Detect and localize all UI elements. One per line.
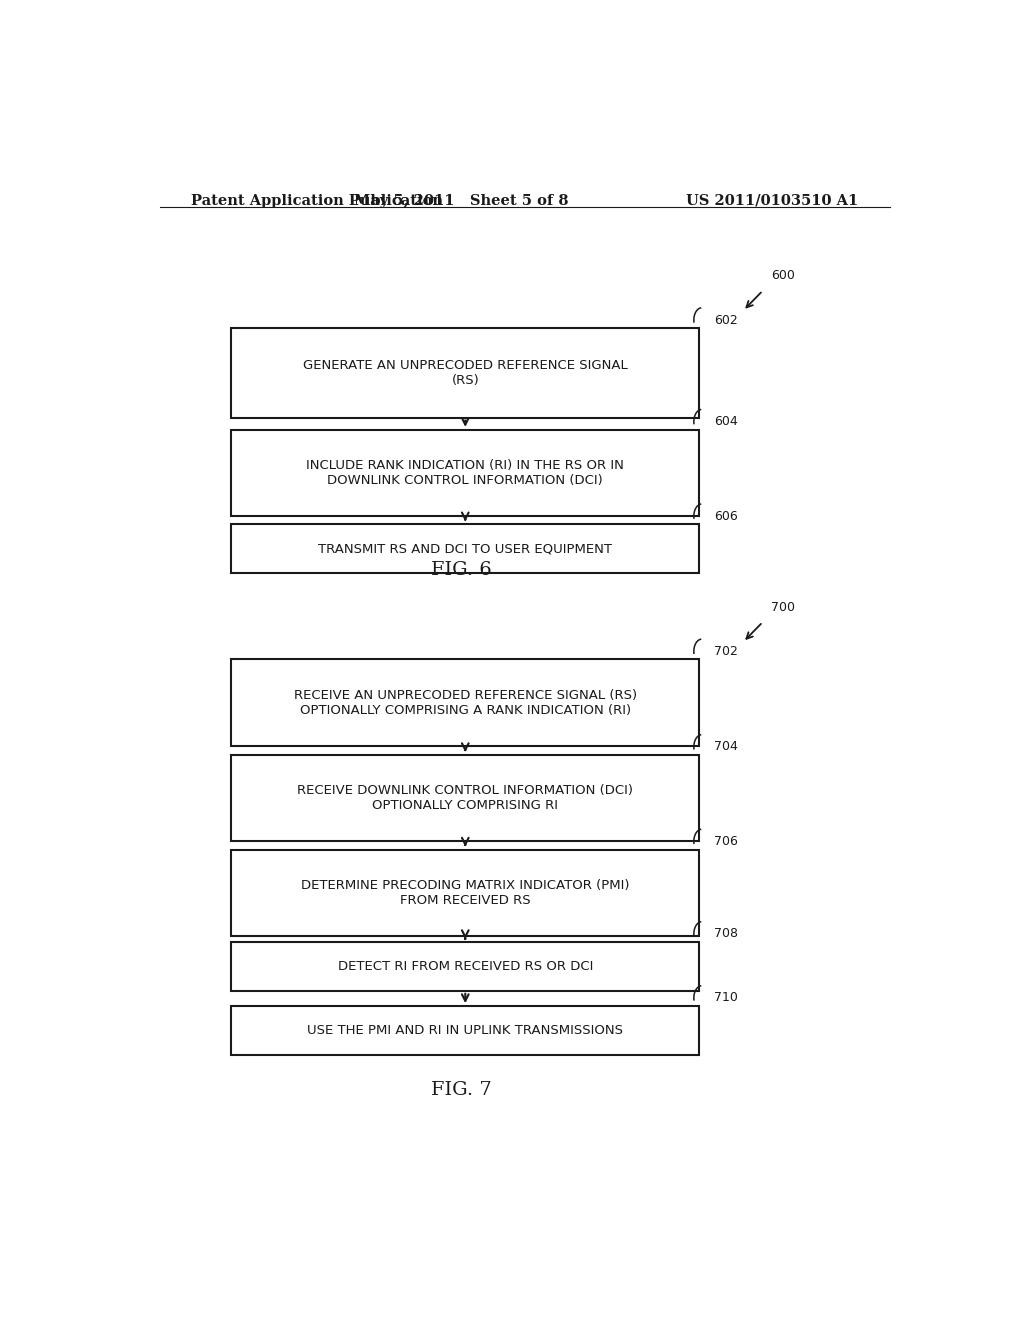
Text: INCLUDE RANK INDICATION (RI) IN THE RS OR IN
DOWNLINK CONTROL INFORMATION (DCI): INCLUDE RANK INDICATION (RI) IN THE RS O…	[306, 459, 625, 487]
Text: US 2011/0103510 A1: US 2011/0103510 A1	[686, 194, 858, 209]
Text: DETECT RI FROM RECEIVED RS OR DCI: DETECT RI FROM RECEIVED RS OR DCI	[338, 960, 593, 973]
Text: May 5, 2011   Sheet 5 of 8: May 5, 2011 Sheet 5 of 8	[354, 194, 568, 209]
Bar	[231, 942, 699, 991]
Text: USE THE PMI AND RI IN UPLINK TRANSMISSIONS: USE THE PMI AND RI IN UPLINK TRANSMISSIO…	[307, 1024, 624, 1038]
Text: Patent Application Publication: Patent Application Publication	[191, 194, 443, 209]
Text: DETERMINE PRECODING MATRIX INDICATOR (PMI)
FROM RECEIVED RS: DETERMINE PRECODING MATRIX INDICATOR (PM…	[301, 879, 630, 907]
Text: GENERATE AN UNPRECODED REFERENCE SIGNAL
(RS): GENERATE AN UNPRECODED REFERENCE SIGNAL …	[303, 359, 628, 387]
Text: TRANSMIT RS AND DCI TO USER EQUIPMENT: TRANSMIT RS AND DCI TO USER EQUIPMENT	[318, 543, 612, 556]
Bar	[231, 660, 699, 746]
Bar	[231, 329, 699, 417]
Text: 600: 600	[771, 269, 795, 282]
Text: 700: 700	[771, 601, 795, 614]
Bar	[231, 755, 699, 841]
Text: 606: 606	[714, 510, 737, 523]
Text: 706: 706	[714, 836, 737, 847]
Text: 602: 602	[714, 314, 737, 326]
Text: 702: 702	[714, 645, 737, 657]
Text: FIG. 7: FIG. 7	[431, 1081, 492, 1100]
Bar	[231, 850, 699, 936]
Text: RECEIVE DOWNLINK CONTROL INFORMATION (DCI)
OPTIONALLY COMPRISING RI: RECEIVE DOWNLINK CONTROL INFORMATION (DC…	[297, 784, 633, 812]
Bar	[231, 1006, 699, 1055]
Text: 710: 710	[714, 991, 737, 1005]
Text: FIG. 6: FIG. 6	[431, 561, 492, 579]
Text: RECEIVE AN UNPRECODED REFERENCE SIGNAL (RS)
OPTIONALLY COMPRISING A RANK INDICAT: RECEIVE AN UNPRECODED REFERENCE SIGNAL (…	[294, 689, 637, 717]
Text: 708: 708	[714, 928, 737, 940]
Bar	[231, 524, 699, 573]
Text: 604: 604	[714, 416, 737, 428]
Bar	[231, 430, 699, 516]
Text: 704: 704	[714, 741, 737, 754]
